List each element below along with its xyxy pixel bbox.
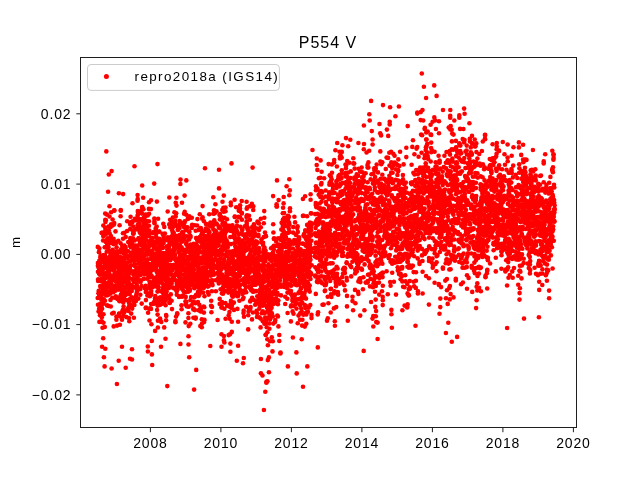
- svg-text:0.02: 0.02: [41, 106, 72, 122]
- svg-text:2016: 2016: [415, 435, 450, 451]
- svg-text:2010: 2010: [204, 435, 239, 451]
- svg-text:m: m: [8, 237, 23, 248]
- svg-text:2012: 2012: [274, 435, 309, 451]
- svg-text:2008: 2008: [133, 435, 168, 451]
- svg-text:repro2018a (IGS14): repro2018a (IGS14): [135, 69, 280, 84]
- svg-text:0.01: 0.01: [41, 176, 72, 192]
- svg-text:P554 V: P554 V: [299, 34, 357, 51]
- svg-text:2014: 2014: [345, 435, 380, 451]
- svg-text:0.00: 0.00: [41, 246, 72, 262]
- svg-text:−0.01: −0.01: [32, 316, 72, 332]
- svg-text:−0.02: −0.02: [32, 387, 72, 403]
- svg-text:2020: 2020: [556, 435, 591, 451]
- svg-text:2018: 2018: [486, 435, 521, 451]
